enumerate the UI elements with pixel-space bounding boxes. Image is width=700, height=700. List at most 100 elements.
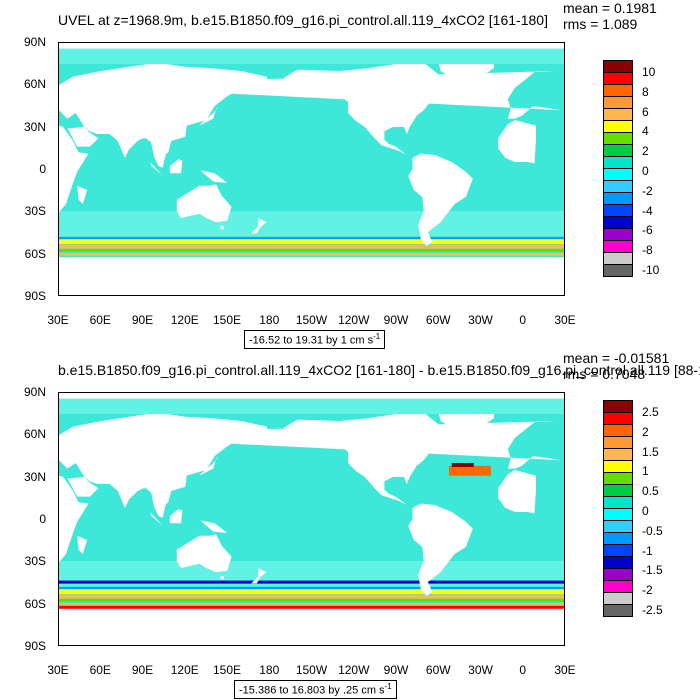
colorbar-label: 1.5 <box>642 444 659 459</box>
stats-box: mean = -0.01581 rms = 0.7048 <box>563 350 669 382</box>
x-tick-label: 60W <box>425 313 451 327</box>
map-panel-top: UVEL at z=1968.9m, b.e15.B1850.f09_g16.p… <box>23 0 659 349</box>
band-acc-yellow <box>59 239 564 244</box>
land-japan <box>199 106 219 126</box>
band-acc-orange2 <box>59 603 564 606</box>
panel-title: b.e15.B1850.f09_g16.pi_control.all.119_4… <box>58 362 700 378</box>
y-tick-label: 90S <box>24 289 46 303</box>
colorbar-swatch <box>604 449 632 461</box>
x-tick-label: 30W <box>468 313 493 327</box>
y-tick-label: 90S <box>24 639 46 653</box>
land-antarctica <box>101 258 522 295</box>
arctic-strip <box>59 48 564 64</box>
land-madagascar <box>77 185 88 204</box>
colorbar-label: 2 <box>642 144 649 159</box>
colorbar-swatch <box>604 193 632 205</box>
colorbar-swatch <box>604 109 632 121</box>
x-tick-label: 60E <box>89 313 111 327</box>
land-sumatra <box>150 162 165 178</box>
colorbar-swatch <box>604 217 632 229</box>
colorbar-swatch <box>604 169 632 181</box>
stats-box: mean = 0.1981 rms = 1.089 <box>563 0 657 32</box>
x-tick-label: 90E <box>131 313 154 327</box>
land-europe <box>59 421 562 469</box>
map-plot <box>58 42 565 296</box>
land-africawest <box>498 120 536 164</box>
land-newzealand <box>251 568 267 584</box>
arctic-strip <box>59 398 564 414</box>
y-tick-label: 30N <box>23 119 46 134</box>
x-tick-label: 120W <box>338 313 370 327</box>
band-acc-orange2 <box>59 253 564 256</box>
x-tick-label: 30E <box>47 663 69 677</box>
band-subtropical <box>59 211 564 237</box>
colorbar-label: 6 <box>642 104 649 119</box>
colorbar-swatch <box>604 593 632 605</box>
colorbar <box>603 60 633 277</box>
x-tick-label: 30E <box>47 313 69 327</box>
x-tick-label: 0 <box>519 663 527 677</box>
colorbar-swatch <box>604 485 632 497</box>
x-tick-label: 150E <box>212 313 242 327</box>
polar-mask <box>59 43 564 49</box>
colorbar-label: 0.5 <box>642 484 659 499</box>
gulf-stream-diff <box>448 465 491 476</box>
colorbar-swatch <box>604 229 632 241</box>
band-acc-orange <box>59 244 564 249</box>
colorbar-swatch <box>604 401 632 413</box>
y-tick-label: 90N <box>23 385 46 399</box>
land-europe <box>59 71 562 119</box>
land-indochina <box>150 138 172 168</box>
band-acc-green <box>59 598 564 602</box>
land-africa <box>59 125 89 213</box>
colorbar-label: 0 <box>642 504 649 518</box>
band-acc-yellow <box>59 589 564 594</box>
colorbar-label: -8 <box>642 243 653 258</box>
colorbar-swatch <box>604 133 632 145</box>
colorbar-label: -0.5 <box>642 523 663 538</box>
x-tick-label: 150E <box>212 663 242 677</box>
x-tick-label: 120W <box>338 663 370 677</box>
colorbar-swatch <box>604 413 632 425</box>
land-tasmania <box>220 225 225 230</box>
colorbar-swatch <box>604 521 632 533</box>
colorbar-label: 8 <box>642 84 649 99</box>
band-acc-blue <box>59 237 564 240</box>
gulf-stream-core <box>451 463 474 467</box>
x-tick-label: 30E <box>554 663 576 677</box>
colorbar-swatch <box>604 205 632 217</box>
colorbar-swatch <box>604 473 632 485</box>
ocean-map <box>59 393 564 645</box>
y-tick-label: 60N <box>23 427 46 442</box>
colorbar-label: -2 <box>642 183 653 198</box>
land-australia <box>176 534 232 573</box>
map-panel-bottom: b.e15.B1850.f09_g16.pi_control.all.119_4… <box>0 350 700 700</box>
colorbar-label: -2.5 <box>642 603 663 617</box>
colorbar-label: -1 <box>642 543 653 558</box>
colorbar-label: 2.5 <box>642 405 659 419</box>
x-tick-label: 180 <box>259 313 280 327</box>
colorbar-label: 2 <box>642 424 649 439</box>
colorbar-label: 1 <box>642 464 649 479</box>
colorbar-swatch <box>604 253 632 265</box>
land-borneo <box>169 159 183 174</box>
colorbar-swatch <box>604 545 632 557</box>
x-tick-label: 120E <box>170 663 199 677</box>
colorbar-swatch <box>604 241 632 253</box>
y-tick-label: 90N <box>23 35 46 49</box>
colorbar-swatch <box>604 265 632 277</box>
colorbar-swatch <box>604 425 632 437</box>
colorbar-label: 0 <box>642 164 649 178</box>
colorbar-swatch <box>604 145 632 157</box>
land-southamerica <box>408 153 473 246</box>
colorbar-label: 10 <box>642 65 656 79</box>
colorbar-swatch <box>604 461 632 473</box>
colorbar-swatch <box>604 497 632 509</box>
colorbar-swatch <box>604 181 632 193</box>
polar-mask <box>59 393 564 399</box>
colorbar-label: -4 <box>642 203 653 218</box>
colorbar <box>603 400 633 617</box>
land-madagascar <box>77 535 88 554</box>
colorbar-label: -2 <box>642 583 653 598</box>
x-tick-label: 30W <box>468 663 493 677</box>
